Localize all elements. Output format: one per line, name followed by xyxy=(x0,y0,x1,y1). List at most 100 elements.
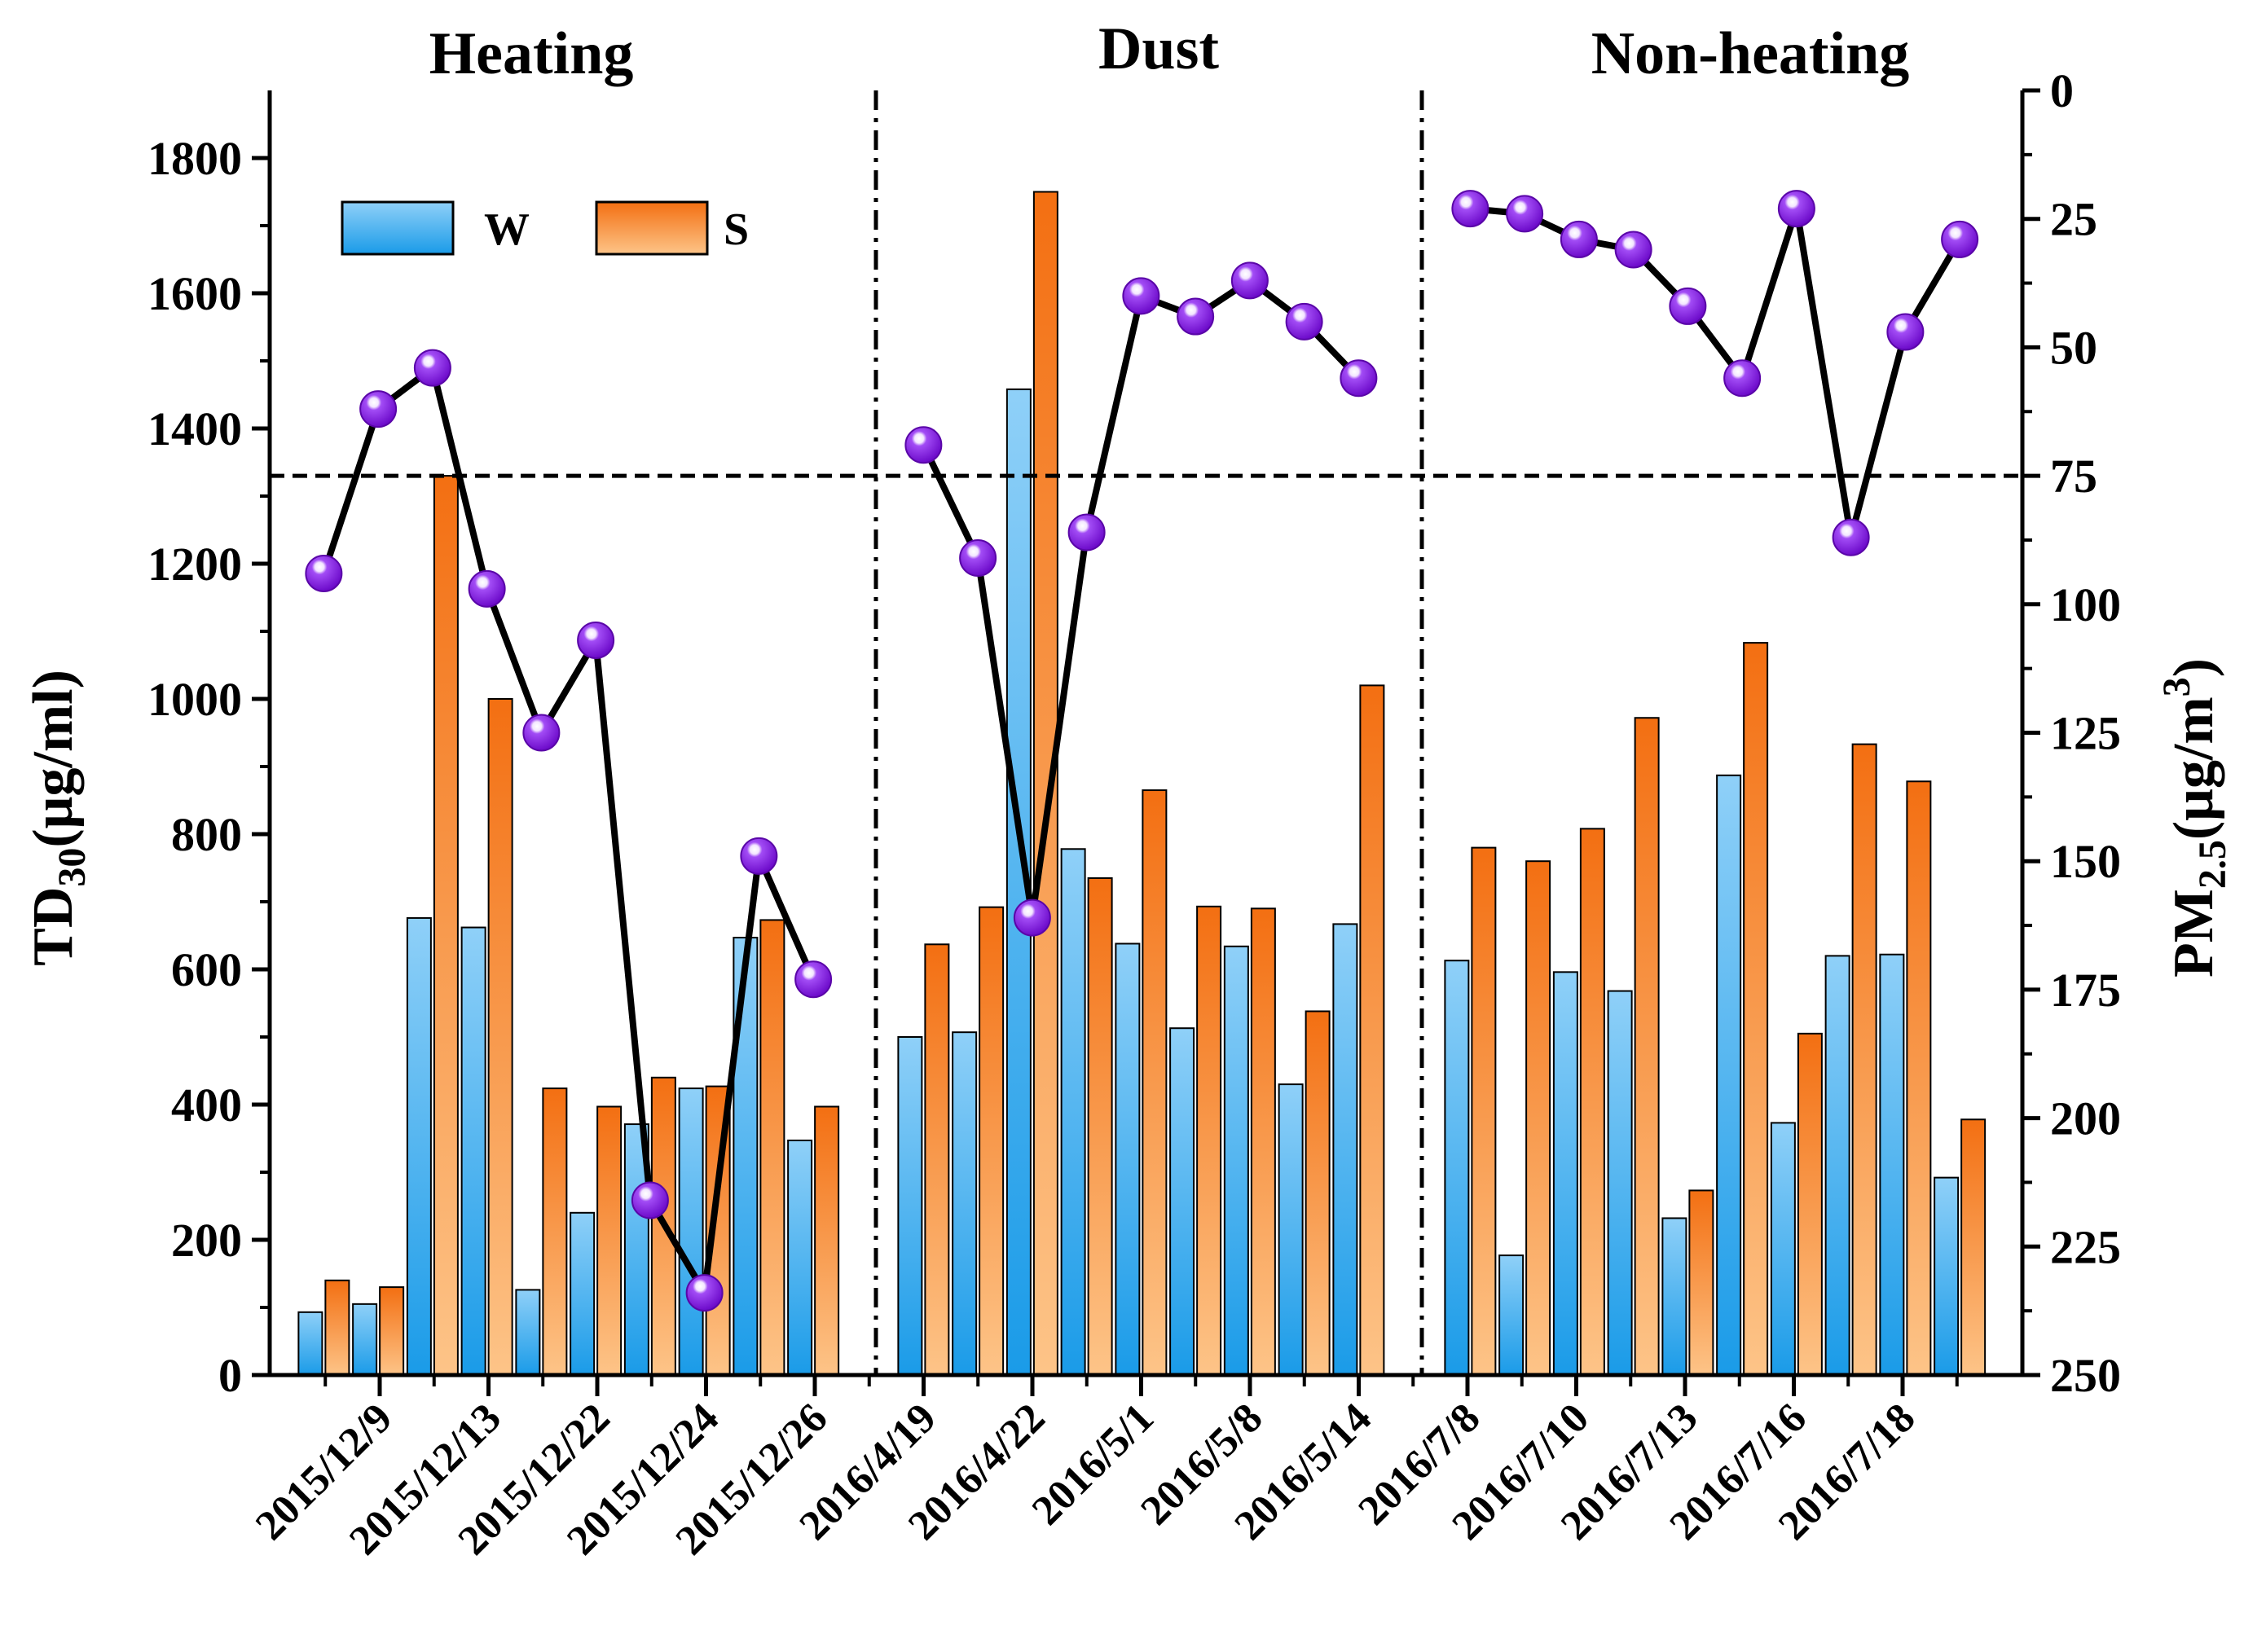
pm25-point xyxy=(1230,261,1269,300)
bar-w xyxy=(1661,1217,1687,1376)
pm25-point xyxy=(1177,297,1215,336)
pm25-point xyxy=(1013,898,1051,937)
pm25-point xyxy=(1285,302,1323,341)
right-tick-label: 75 xyxy=(2050,450,2097,503)
legend-swatch-s xyxy=(595,200,709,256)
bar-s xyxy=(1688,1189,1714,1377)
pm25-point xyxy=(1941,220,1979,258)
bar-s xyxy=(1851,743,1877,1376)
left-tick-label: 1000 xyxy=(147,673,242,726)
bar-s xyxy=(1579,828,1605,1376)
bar-s xyxy=(1906,780,1932,1376)
bar-s xyxy=(1960,1118,1987,1376)
pm25-point xyxy=(577,621,615,659)
right-tick-label: 225 xyxy=(2050,1220,2121,1273)
bar-w xyxy=(1444,960,1470,1376)
bar-w xyxy=(678,1087,704,1376)
right-tick-label: 100 xyxy=(2050,578,2121,631)
pm25-point xyxy=(522,714,561,752)
pm25-point xyxy=(1122,277,1160,315)
pm25-point xyxy=(1832,518,1870,556)
bar-w xyxy=(1934,1176,1960,1377)
bar-w xyxy=(1223,945,1249,1376)
bar-w xyxy=(1060,848,1086,1376)
left-tick-label: 600 xyxy=(171,943,242,996)
bar-w xyxy=(1498,1254,1525,1376)
bar-w xyxy=(1770,1122,1796,1377)
bar-s xyxy=(1305,1010,1331,1376)
bar-s xyxy=(487,698,513,1376)
pm25-point xyxy=(685,1274,724,1312)
right-tick-label: 150 xyxy=(2050,835,2121,888)
bar-s xyxy=(1087,877,1113,1376)
left-tick-label: 0 xyxy=(218,1349,242,1402)
bar-s xyxy=(1142,789,1168,1376)
pm25-point xyxy=(1723,359,1762,398)
pm25-line xyxy=(320,364,816,1297)
pm25-point xyxy=(1067,513,1106,551)
bar-s xyxy=(596,1105,623,1376)
left-tick-label: 1200 xyxy=(147,538,242,591)
bar-s xyxy=(324,1279,350,1377)
bar-s xyxy=(979,906,1005,1376)
legend-label-w: W xyxy=(484,204,530,255)
pm25-point xyxy=(959,539,997,578)
bar-w xyxy=(1824,955,1850,1376)
pm25-point xyxy=(904,426,943,464)
bar-w xyxy=(1169,1027,1195,1376)
bar-w xyxy=(1332,923,1358,1376)
bar-s xyxy=(542,1087,568,1376)
bar-w xyxy=(1278,1083,1304,1376)
bar-s xyxy=(1525,860,1551,1376)
bar-s xyxy=(759,919,785,1377)
pm25-point xyxy=(413,349,451,387)
pm25-point xyxy=(1560,220,1598,258)
right-tick-label: 175 xyxy=(2050,964,2121,1017)
bar-w xyxy=(570,1211,596,1377)
left-tick-label: 1600 xyxy=(147,267,242,320)
right-tick-label: 0 xyxy=(2050,64,2074,117)
bar-s xyxy=(814,1105,840,1376)
pm25-point xyxy=(1886,313,1925,351)
right-tick-label: 25 xyxy=(2050,193,2097,246)
left-tick-label: 800 xyxy=(171,808,242,861)
bar-w xyxy=(297,1311,323,1377)
pm25-line xyxy=(1469,205,1963,541)
pm25-point xyxy=(1451,190,1489,228)
bar-w xyxy=(897,1036,923,1376)
right-tick-label: 250 xyxy=(2050,1349,2121,1402)
bar-w xyxy=(460,926,486,1377)
pm25-point xyxy=(1669,287,1707,325)
bar-s xyxy=(1471,846,1497,1376)
bar-s xyxy=(1743,642,1769,1376)
region-label-non-heating: Non-heating xyxy=(1591,20,1910,87)
right-tick-label: 125 xyxy=(2050,707,2121,760)
pm25-point xyxy=(631,1181,669,1219)
left-tick-label: 200 xyxy=(171,1214,242,1267)
left-tick-label: 1800 xyxy=(147,132,242,185)
bar-w xyxy=(1552,971,1578,1376)
bar-w xyxy=(1716,774,1742,1376)
pm25-point xyxy=(359,390,398,428)
x-tick-label: 2016/5/1 xyxy=(1023,1395,1163,1534)
region-label-dust: Dust xyxy=(1098,15,1219,82)
bar-s xyxy=(1359,684,1385,1376)
pm25-point xyxy=(1614,231,1652,269)
bar-w xyxy=(406,916,432,1377)
left-tick-label: 400 xyxy=(171,1079,242,1131)
right-tick-label: 50 xyxy=(2050,321,2097,374)
bar-w xyxy=(1879,953,1905,1376)
pm25-point xyxy=(1340,359,1378,398)
legend-swatch-w xyxy=(341,200,455,256)
bar-s xyxy=(379,1286,405,1376)
bar-w xyxy=(952,1031,978,1376)
pm25-point xyxy=(1506,195,1544,233)
bar-w xyxy=(1115,942,1141,1376)
pm25-point xyxy=(740,837,778,875)
bar-s xyxy=(1250,907,1276,1377)
bar-s xyxy=(433,475,459,1376)
pm25-point xyxy=(305,554,343,592)
bar-s xyxy=(1634,717,1660,1376)
right-tick-label: 200 xyxy=(2050,1092,2121,1145)
